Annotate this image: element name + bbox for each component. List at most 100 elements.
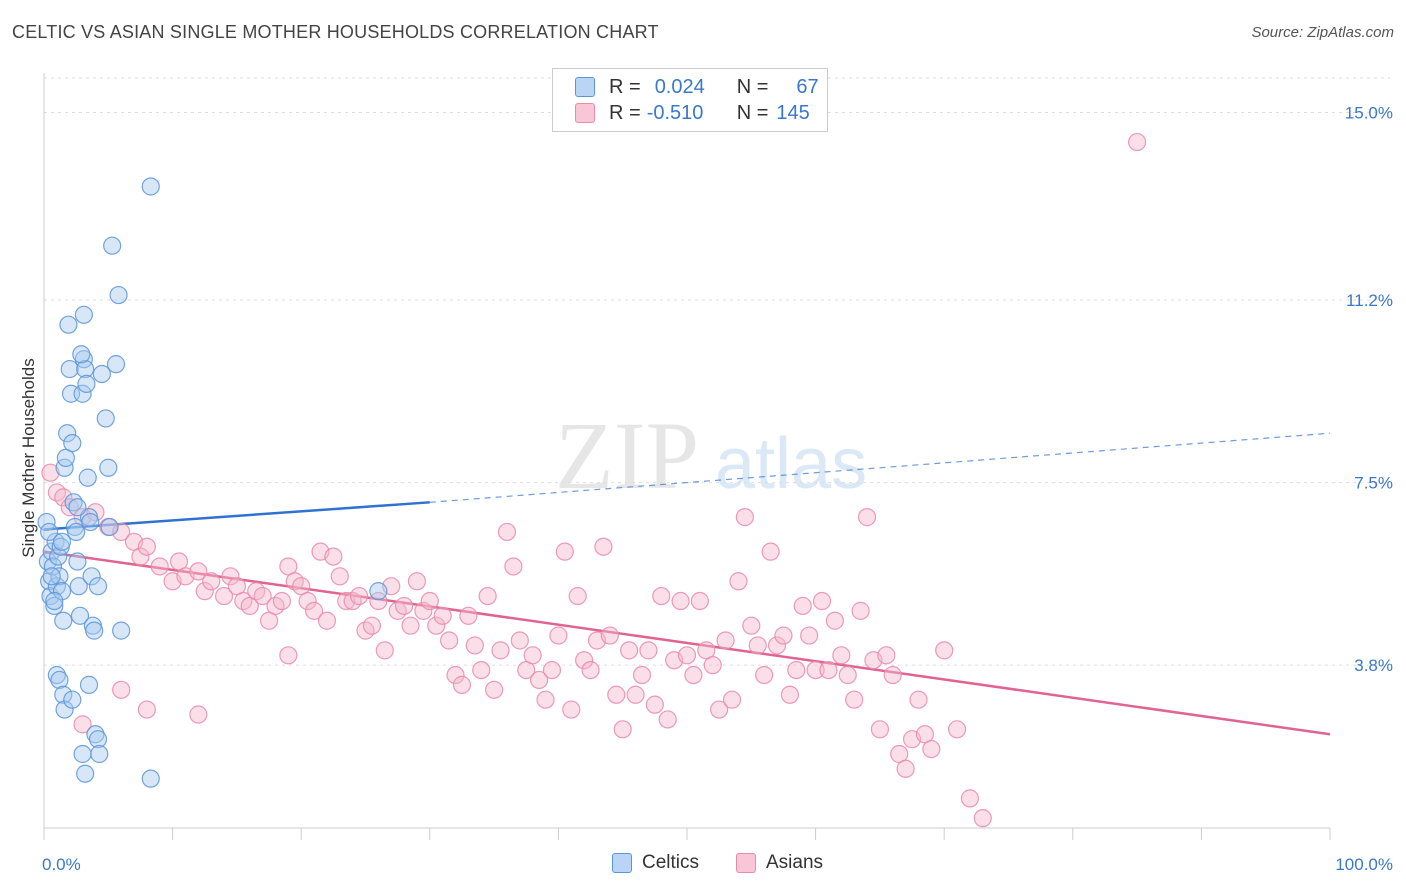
legend-r-label: R = [609,75,641,98]
x-tick-label: 0.0% [42,855,81,874]
asian-point [478,586,497,606]
asian-point [555,542,574,561]
celtic-point [60,359,79,379]
asian-point [330,567,349,586]
celtics-trend-extension [429,432,1331,503]
celtics-swatch [612,853,632,873]
asian-point [883,665,902,685]
legend-n-label: N = [736,101,769,124]
celtic-point [82,567,101,586]
celtic-point [63,690,82,709]
asian-point [202,572,221,591]
asian-point [626,685,645,704]
asian-point [504,557,523,576]
watermark-zip: ZIP [555,402,699,509]
asian-point [690,591,709,611]
legend-n-value: 145 [776,101,810,124]
asian-point [838,665,857,685]
celtic-point [100,517,119,537]
asian-point [272,591,292,611]
asian-point [112,680,131,699]
asians-swatch [736,853,756,873]
asian-point [304,601,324,620]
celtic-point [50,567,69,586]
celtic-point [52,532,72,551]
celtic-point [112,621,131,640]
asian-point [568,586,587,606]
asian-point [800,626,819,645]
celtic-point [67,522,86,542]
celtic-point [76,359,95,379]
asian-point [677,646,697,665]
asian-point [491,641,510,660]
trend-lines [43,432,1331,736]
asian-point [935,641,954,660]
y-tick-label: 15.0% [1345,103,1393,122]
asian-point [362,616,382,635]
legend-r-value: 0.024 [654,75,705,98]
asian-point [427,616,446,635]
asian-point [137,700,156,719]
asian-point [671,591,690,611]
asian-point [947,720,967,739]
celtic-point [79,675,99,694]
celtic-point [68,498,87,517]
asian-point [960,789,980,808]
asian-point [349,586,369,606]
asian-point [581,660,600,680]
asian-point [973,809,992,828]
asian-point [812,591,832,611]
asian-point [485,680,504,699]
asian-point [748,636,767,655]
celtic-point [54,611,73,630]
celtic-point [70,606,90,625]
celtic-point [92,364,111,384]
celtics-trend-line [43,501,430,531]
asian-point [407,572,427,591]
celtic-point [109,285,128,305]
legend-n-label: N = [736,75,769,98]
celtic-point [141,769,160,788]
asian-point [375,641,394,660]
asian-point [189,562,208,581]
source-label: Source: ZipAtlas.com [1251,24,1394,41]
celtic-point [103,236,122,255]
celtic-point [69,577,88,596]
bottom-legend-celtics: Celtics [612,852,699,874]
asian-point [742,616,761,635]
celtic-point [85,621,104,640]
asian-point [761,542,780,561]
celtic-point [74,305,93,324]
asian-point [195,582,214,601]
asian-point [401,616,420,635]
asian-point [703,656,722,675]
asian-point [755,665,774,685]
asian-point [767,636,787,655]
asian-point [594,537,613,556]
asian-point [735,508,754,527]
asian-point [394,596,414,616]
tick-labels: 3.8% 7.5% 11.2% 15.0% 0.0% 100.0% [42,103,1393,874]
celtic-point [58,424,77,443]
asian-point [825,611,844,630]
celtic-point [50,670,69,690]
asian-point [414,601,433,620]
axes [43,73,1331,840]
asian-point [536,690,555,709]
asian-point [857,508,877,527]
asian-point [510,631,529,650]
asian-point [780,685,799,704]
asian-point [922,739,941,759]
celtic-point [73,744,92,764]
asian-point [549,626,568,645]
asian-point [877,646,896,665]
asian-point [896,759,915,778]
legend-r-value: -0.510 [646,101,704,124]
asian-point [189,705,208,724]
asian-point [774,626,793,645]
celtic-point [72,345,91,364]
celtic-point [81,512,100,532]
asian-point [317,611,337,630]
asians-trend-line [43,550,1331,736]
